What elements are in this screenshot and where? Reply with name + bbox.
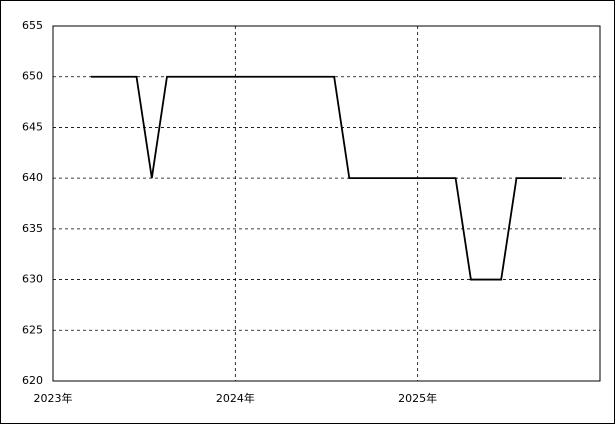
y-tick-label: 655 — [22, 19, 43, 32]
plot-area — [52, 25, 601, 382]
y-tick-label: 650 — [22, 70, 43, 83]
y-tick-label: 620 — [22, 374, 43, 387]
y-tick-label: 645 — [22, 120, 43, 133]
y-tick-label: 630 — [22, 273, 43, 286]
y-tick-label: 625 — [22, 323, 43, 336]
y-tick-label: 635 — [22, 222, 43, 235]
x-tick-label: 2024年 — [216, 391, 255, 405]
data-line — [90, 75, 563, 281]
y-tick-label: 640 — [22, 171, 43, 184]
x-tick-label: 2023年 — [34, 391, 73, 405]
x-tick-label: 2025年 — [398, 391, 437, 405]
